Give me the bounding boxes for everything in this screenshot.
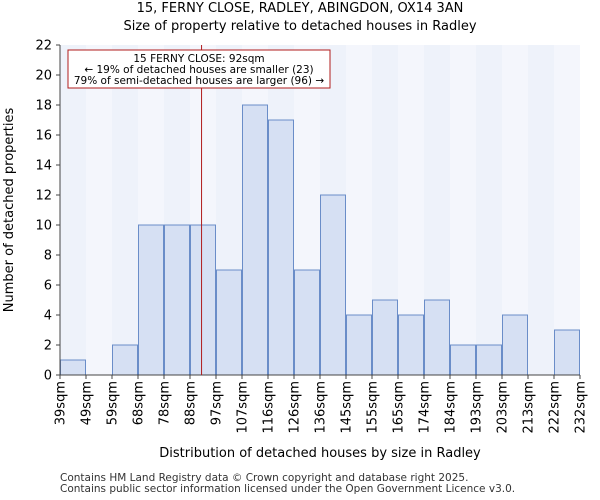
x-tick-label: 232sqm xyxy=(574,381,589,434)
x-tick-label: 107sqm xyxy=(236,381,251,434)
annotation-box: 15 FERNY CLOSE: 92sqm ← 19% of detached … xyxy=(67,49,331,89)
column-band xyxy=(450,45,476,375)
chart-subtitle: Size of property relative to detached ho… xyxy=(123,19,477,34)
histogram-bar xyxy=(268,119,294,376)
x-tick-label: 126sqm xyxy=(288,381,303,434)
y-tick-label: 12 xyxy=(35,189,52,204)
x-tick-label: 136sqm xyxy=(314,381,329,434)
column-band xyxy=(554,45,580,375)
y-tick-label: 6 xyxy=(44,279,52,294)
y-tick-label: 8 xyxy=(44,249,52,264)
y-tick-label: 18 xyxy=(35,99,52,114)
annotation-line-3: 79% of semi-detached houses are larger (… xyxy=(74,75,325,87)
histogram-bar xyxy=(372,299,398,376)
y-tick-label: 2 xyxy=(44,339,52,354)
histogram-bar xyxy=(398,314,424,376)
histogram-bar xyxy=(294,269,320,376)
column-band xyxy=(86,45,112,375)
x-tick-label: 165sqm xyxy=(392,381,407,434)
x-tick-label: 203sqm xyxy=(496,381,511,434)
y-tick-label: 20 xyxy=(35,69,52,84)
y-tick-label: 0 xyxy=(44,369,52,384)
y-tick-label: 22 xyxy=(35,39,52,54)
x-tick-label: 116sqm xyxy=(262,381,277,434)
y-axis: 0 2 4 6 8 10 12 14 16 18 20 22 xyxy=(35,39,61,384)
x-tick-label: 88sqm xyxy=(184,381,199,425)
x-tick-label: 68sqm xyxy=(132,381,147,425)
bars-group xyxy=(60,45,580,376)
histogram-bar xyxy=(112,344,138,376)
x-tick-label: 145sqm xyxy=(340,381,355,434)
footer-line-1: Contains HM Land Registry data © Crown c… xyxy=(60,472,469,484)
y-tick-label: 10 xyxy=(35,219,52,234)
histogram-bar xyxy=(242,104,268,376)
annotation-line-1: 15 FERNY CLOSE: 92sqm xyxy=(133,53,264,65)
x-tick-label: 49sqm xyxy=(80,381,95,425)
histogram-bar xyxy=(60,359,86,376)
chart-title: 15, FERNY CLOSE, RADLEY, ABINGDON, OX14 … xyxy=(136,1,464,16)
histogram-bar xyxy=(138,224,164,376)
x-tick-label: 174sqm xyxy=(418,381,433,434)
x-tick-label: 155sqm xyxy=(366,381,381,434)
y-axis-label: Number of detached properties xyxy=(2,108,17,313)
x-tick-label: 97sqm xyxy=(210,381,225,425)
x-axis: 39sqm 49sqm 59sqm 68sqm 78sqm 88sqm 97sqm 107sq… xyxy=(54,374,589,434)
x-tick-label: 184sqm xyxy=(444,381,459,434)
x-tick-label: 193sqm xyxy=(470,381,485,434)
histogram-bar xyxy=(216,269,242,376)
x-tick-label: 222sqm xyxy=(548,381,563,434)
histogram-bar xyxy=(164,224,190,376)
y-tick-label: 14 xyxy=(35,159,52,174)
histogram-bar xyxy=(554,329,580,376)
y-tick-label: 4 xyxy=(44,309,52,324)
histogram-bar xyxy=(502,314,528,376)
histogram-bar xyxy=(424,299,450,376)
histogram-bar xyxy=(450,344,476,376)
histogram-bar xyxy=(190,224,216,376)
x-tick-label: 78sqm xyxy=(158,381,173,425)
histogram-bar xyxy=(320,194,346,376)
x-tick-label: 59sqm xyxy=(106,381,121,425)
histogram-bar xyxy=(346,314,372,376)
y-tick-label: 16 xyxy=(35,129,52,144)
x-axis-label: Distribution of detached houses by size … xyxy=(159,446,481,461)
annotation-border xyxy=(67,49,331,89)
x-tick-label: 39sqm xyxy=(54,381,69,425)
footer-line-2: Contains public sector information licen… xyxy=(60,483,516,495)
histogram-bar xyxy=(476,344,502,376)
x-tick-label: 213sqm xyxy=(522,381,537,434)
annotation-line-2: ← 19% of detached houses are smaller (23… xyxy=(84,64,313,76)
